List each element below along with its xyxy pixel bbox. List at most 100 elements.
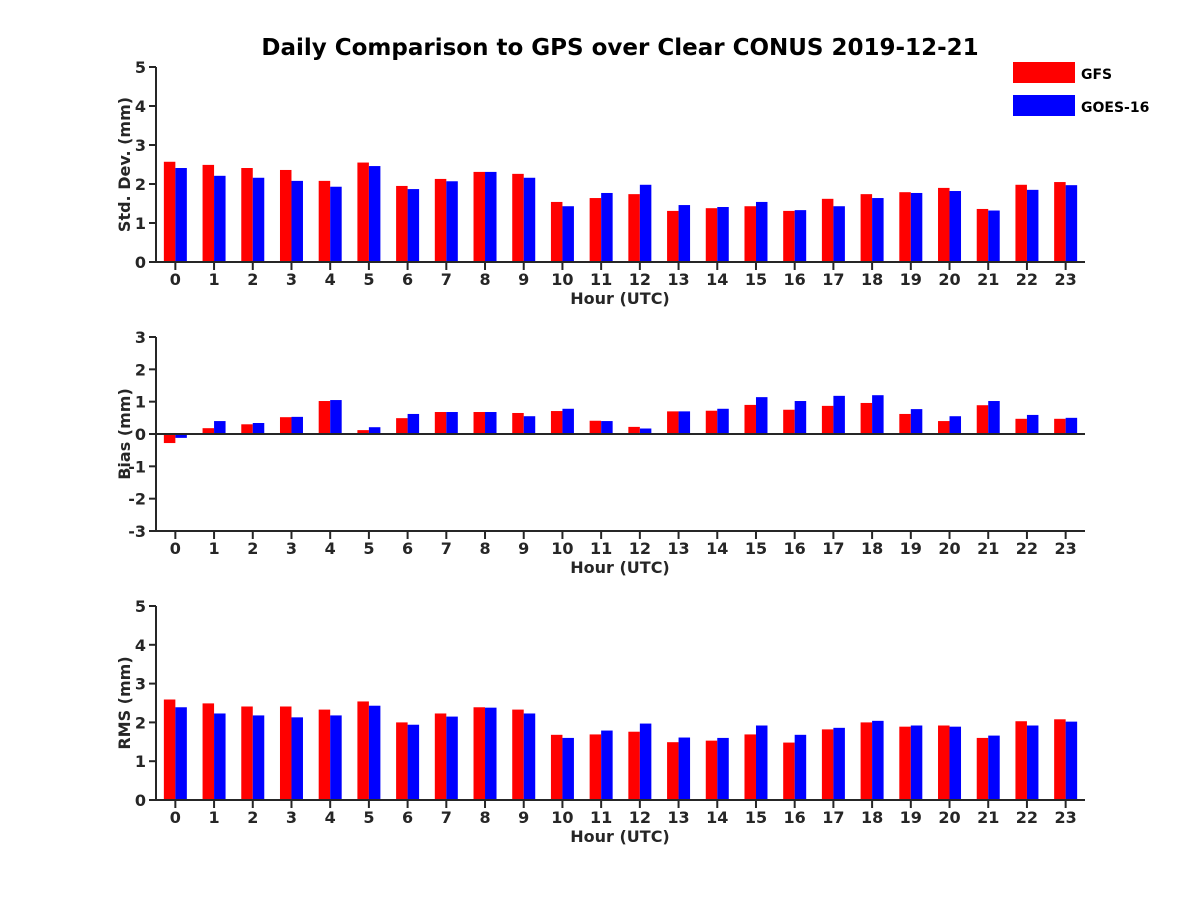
bar-gfs-hour-12 [628, 426, 640, 434]
y-tick-label: 5 [135, 597, 146, 616]
bar-goes16-hour-12 [639, 184, 652, 262]
bar-gfs-hour-3 [279, 169, 292, 262]
y-tick-label: -3 [128, 522, 146, 541]
x-tick-label: 9 [518, 539, 529, 558]
bar-goes16-hour-8 [485, 412, 497, 434]
bar-gfs-hour-4 [318, 709, 331, 800]
bar-gfs-hour-13 [667, 210, 679, 262]
bar-goes16-hour-18 [872, 395, 884, 434]
y-tick-label: 4 [135, 636, 146, 655]
bar-gfs-hour-18 [860, 194, 873, 262]
bar-goes16-hour-21 [988, 735, 1000, 800]
bar-goes16-hour-7 [446, 412, 458, 434]
bar-gfs-hour-16 [783, 409, 795, 434]
y-tick-label: 5 [135, 58, 146, 77]
bar-goes16-hour-0 [175, 707, 187, 800]
x-tick-label: 14 [706, 539, 728, 558]
x-tick-label: 0 [170, 270, 181, 289]
bar-gfs-hour-2 [241, 424, 253, 434]
x-tick-label: 0 [170, 539, 181, 558]
bar-goes16-hour-4 [330, 186, 342, 262]
bar-gfs-hour-20 [938, 187, 950, 262]
bar-gfs-hour-6 [396, 418, 408, 434]
x-tick-label: 16 [784, 270, 806, 289]
bar-goes16-hour-4 [330, 715, 342, 800]
bar-goes16-hour-17 [833, 206, 845, 262]
x-tick-label: 22 [1016, 539, 1038, 558]
x-tick-label: 11 [590, 270, 612, 289]
bar-gfs-hour-7 [434, 713, 447, 800]
x-tick-label: 15 [745, 539, 767, 558]
y-tick-label: 1 [135, 752, 146, 771]
x-tick-label: 6 [402, 539, 413, 558]
bar-gfs-hour-6 [396, 722, 408, 800]
bar-goes16-hour-14 [717, 207, 729, 262]
bar-gfs-hour-2 [241, 706, 253, 800]
x-tick-label: 10 [551, 539, 573, 558]
x-tick-label: 3 [286, 808, 297, 827]
x-tick-label: 11 [590, 808, 612, 827]
x-tick-label: 16 [784, 539, 806, 558]
bar-gfs-hour-0 [163, 161, 176, 262]
bar-goes16-hour-15 [755, 397, 768, 434]
bar-goes16-hour-19 [910, 409, 923, 434]
bar-gfs-hour-23 [1054, 719, 1066, 800]
bar-gfs-hour-16 [783, 210, 795, 262]
bar-goes16-hour-3 [291, 416, 303, 434]
y-tick-label: -1 [128, 457, 146, 476]
y-axis-label: Bias (mm) [115, 388, 134, 480]
bar-goes16-hour-10 [562, 408, 574, 434]
bar-gfs-hour-21 [976, 405, 989, 434]
x-tick-label: 17 [822, 808, 844, 827]
y-tick-label: 4 [135, 97, 146, 116]
bar-gfs-hour-9 [512, 173, 524, 262]
bar-gfs-hour-22 [1015, 184, 1027, 262]
bar-goes16-hour-21 [988, 210, 1000, 262]
x-tick-label: 6 [402, 808, 413, 827]
bar-goes16-hour-11 [601, 421, 613, 434]
x-tick-label: 13 [667, 539, 689, 558]
bar-gfs-hour-20 [938, 725, 950, 800]
bar-gfs-hour-8 [473, 707, 486, 800]
y-tick-label: 1 [135, 393, 146, 412]
bar-goes16-hour-10 [562, 737, 574, 800]
legend-label-goes16: GOES-16 [1081, 100, 1149, 116]
x-tick-label: 2 [247, 808, 258, 827]
bar-goes16-hour-2 [252, 177, 265, 262]
x-tick-label: 7 [441, 539, 452, 558]
bar-goes16-hour-23 [1065, 721, 1078, 800]
bar-goes16-hour-5 [368, 427, 381, 434]
x-tick-label: 1 [208, 808, 219, 827]
x-axis-label: Hour (UTC) [570, 827, 670, 846]
bar-goes16-hour-13 [678, 737, 691, 800]
x-tick-label: 7 [441, 808, 452, 827]
bar-goes16-hour-11 [601, 730, 613, 800]
x-tick-label: 9 [518, 808, 529, 827]
bar-gfs-hour-11 [589, 420, 602, 434]
bar-goes16-hour-3 [291, 180, 303, 262]
bar-gfs-hour-15 [744, 404, 756, 434]
x-tick-label: 4 [325, 808, 336, 827]
x-tick-label: 1 [208, 270, 219, 289]
bar-goes16-hour-23 [1065, 185, 1078, 262]
bar-gfs-hour-1 [202, 703, 215, 800]
x-tick-label: 10 [551, 808, 573, 827]
x-tick-label: 13 [667, 270, 689, 289]
bar-goes16-hour-4 [330, 400, 342, 434]
bar-gfs-hour-0 [163, 699, 176, 800]
bar-goes16-hour-17 [833, 727, 845, 800]
x-tick-label: 20 [938, 539, 960, 558]
y-tick-label: 2 [135, 713, 146, 732]
bar-goes16-hour-1 [214, 713, 226, 800]
x-tick-label: 21 [977, 808, 999, 827]
bar-gfs-hour-22 [1015, 721, 1027, 800]
bar-goes16-hour-20 [949, 191, 962, 262]
bar-goes16-hour-13 [678, 205, 691, 262]
bar-gfs-hour-5 [357, 162, 369, 262]
y-tick-label: 3 [135, 328, 146, 347]
bar-goes16-hour-21 [988, 401, 1000, 434]
x-tick-label: 13 [667, 808, 689, 827]
bar-gfs-hour-19 [899, 192, 911, 262]
x-tick-label: 18 [861, 808, 883, 827]
bar-gfs-hour-10 [550, 734, 563, 800]
